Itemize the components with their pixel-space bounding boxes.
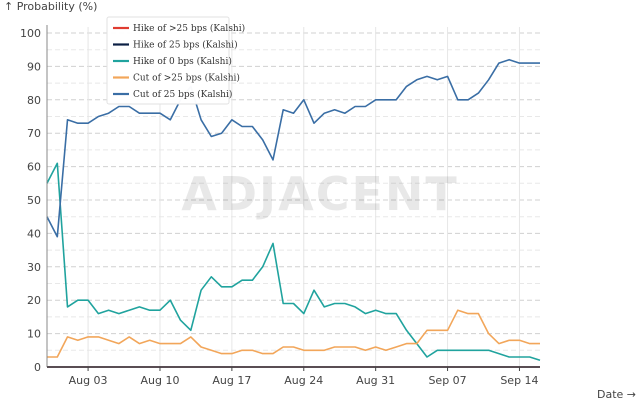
series-line bbox=[47, 309, 540, 358]
y-tick-label: 60 bbox=[27, 161, 41, 174]
x-tick-label: Aug 24 bbox=[284, 374, 323, 387]
legend: Hike of >25 bps (Kalshi) Hike of 25 bps (… bbox=[106, 16, 245, 105]
y-tick-label: 40 bbox=[27, 227, 41, 240]
legend-label: Hike of 0 bps (Kalshi) bbox=[133, 56, 232, 67]
x-tick-label: Aug 17 bbox=[212, 374, 251, 387]
y-tick-label: 70 bbox=[27, 127, 41, 140]
y-tick-label: 10 bbox=[27, 328, 41, 341]
x-axis-title: Date → bbox=[597, 388, 636, 400]
legend-label: Cut of >25 bps (Kalshi) bbox=[133, 73, 240, 84]
y-tick-label: 80 bbox=[27, 94, 41, 107]
y-tick-label: 30 bbox=[27, 261, 41, 274]
axes: 0 10 20 30 40 50 60 70 80 90 100 Aug 03 Aug 10 Aug 17… bbox=[20, 25, 540, 387]
watermark: ADJACENT bbox=[181, 167, 459, 221]
y-tick-label: 0 bbox=[34, 361, 41, 374]
y-axis-title: ↑ Probability (%) bbox=[4, 0, 97, 13]
legend-box bbox=[106, 16, 230, 105]
legend-label: Cut of 25 bps (Kalshi) bbox=[133, 89, 232, 100]
y-tick-label: 20 bbox=[27, 294, 41, 307]
series-line bbox=[46, 58, 540, 238]
x-tick-label: Sep 07 bbox=[428, 374, 466, 387]
x-tick-label: Sep 14 bbox=[500, 374, 538, 387]
y-tick-label: 50 bbox=[27, 194, 41, 207]
legend-label: Hike of 25 bps (Kalshi) bbox=[133, 40, 238, 51]
x-tick-label: Aug 10 bbox=[140, 374, 179, 387]
y-tick-label: 90 bbox=[27, 60, 41, 73]
series-line bbox=[46, 162, 541, 362]
legend-label: Hike of >25 bps (Kalshi) bbox=[133, 23, 245, 34]
x-tick-label: Aug 31 bbox=[356, 374, 395, 387]
x-tick-label: Aug 03 bbox=[69, 374, 108, 387]
y-tick-label: 100 bbox=[20, 27, 41, 40]
